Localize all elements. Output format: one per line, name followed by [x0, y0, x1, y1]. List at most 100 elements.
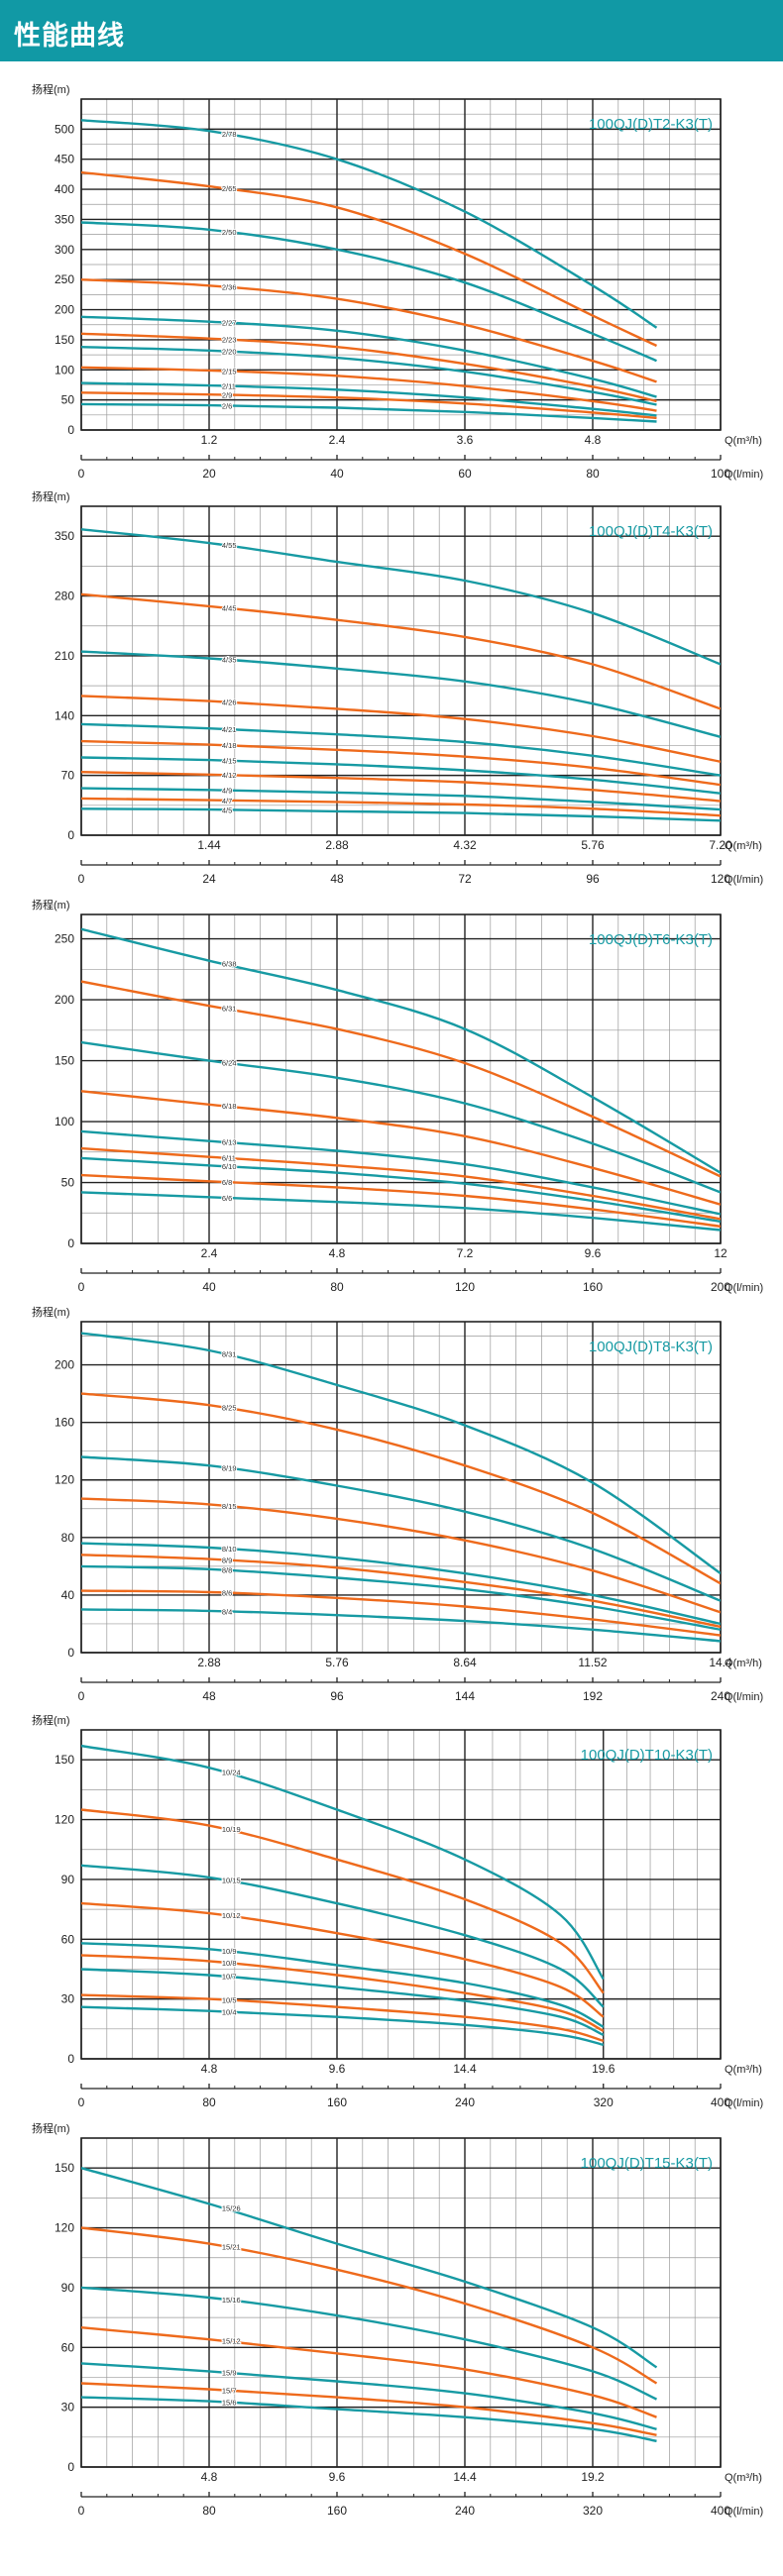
series-line-15-21 — [81, 2226, 658, 2385]
y-tick-label: 0 — [67, 828, 74, 842]
series-label: 2/20 — [222, 348, 237, 357]
series-label: 8/10 — [222, 1545, 237, 1554]
series-label: 4/5 — [222, 805, 232, 814]
series-label: 4/7 — [222, 797, 232, 805]
series-label: 6/38 — [222, 960, 237, 969]
series-line-4-15 — [81, 756, 721, 795]
series-line-2-50 — [81, 221, 657, 363]
chart-title: 100QJ(D)T4-K3(T) — [589, 523, 713, 540]
series-label: 10/8 — [222, 1959, 237, 1968]
x-tick-label-m3h: 4.8 — [201, 2470, 218, 2484]
x-tick-label-m3h: 5.76 — [581, 838, 605, 852]
x-axis-label-m3h: Q(m³/h) — [725, 2064, 762, 2076]
series-line-15-26 — [81, 2167, 658, 2369]
series-line-10-9 — [81, 1942, 605, 2028]
chart-4: 扬程(m) 0 40 80 120 160 200 2.88 5.76 8.64 11.52 14.4… — [32, 1305, 763, 1703]
series-line-4-18 — [81, 739, 721, 787]
series-label: 15/21 — [222, 2242, 241, 2251]
y-tick-label: 350 — [55, 529, 74, 543]
y-tick-label: 90 — [61, 2281, 75, 2295]
y-axis-label: 扬程(m) — [32, 489, 70, 503]
series-line-8-25 — [81, 1392, 721, 1585]
series-line-8-4 — [81, 1608, 721, 1643]
y-tick-label: 200 — [55, 993, 74, 1007]
series-line-2-23 — [81, 332, 657, 403]
y-axis-label: 扬程(m) — [32, 898, 70, 912]
series-label: 6/8 — [222, 1178, 232, 1187]
series-label: 8/19 — [222, 1463, 237, 1472]
x-tick-label-m3h: 14.4 — [709, 1656, 732, 1669]
x-tick-label-m3h: 9.6 — [585, 1246, 602, 1260]
y-tick-label: 250 — [55, 272, 74, 286]
series-line-8-31 — [81, 1332, 721, 1575]
y-tick-label: 0 — [67, 2460, 74, 2474]
y-axis-label: 扬程(m) — [32, 1713, 70, 1727]
x-tick-label-m3h: 4.8 — [585, 433, 602, 447]
series-line-2-6 — [81, 402, 657, 423]
series-label: 8/4 — [222, 1607, 232, 1616]
series-line-10-15 — [81, 1864, 605, 2008]
chart-title: 100QJ(D)T10-K3(T) — [581, 1747, 713, 1764]
y-tick-label: 0 — [67, 1646, 74, 1660]
series-label: 6/31 — [222, 1005, 237, 1014]
series-label: 10/19 — [222, 1825, 241, 1834]
series-label: 8/8 — [222, 1566, 232, 1575]
series-label: 6/18 — [222, 1102, 237, 1111]
series-label: 6/10 — [222, 1162, 237, 1171]
y-tick-label: 120 — [55, 1813, 74, 1827]
x-tick-label-lmin: 240 — [455, 2095, 475, 2109]
y-tick-label: 70 — [61, 769, 75, 783]
series-line-6-18 — [81, 1090, 721, 1206]
series-label: 2/9 — [222, 390, 232, 399]
x-tick-label-lmin: 80 — [330, 1280, 344, 1294]
series-label: 6/24 — [222, 1058, 237, 1067]
y-tick-label: 140 — [55, 708, 74, 722]
series-line-4-35 — [81, 650, 721, 738]
x-tick-label-lmin: 96 — [330, 1689, 344, 1703]
series-label: 10/4 — [222, 2007, 237, 2016]
series-label: 4/26 — [222, 698, 237, 706]
x-tick-label-lmin: 40 — [202, 1280, 216, 1294]
x-tick-label-lmin: 160 — [327, 2095, 347, 2109]
y-tick-label: 150 — [55, 2161, 74, 2175]
series-line-4-12 — [81, 771, 721, 803]
plot-frame — [80, 913, 722, 1244]
chart-2: 扬程(m) 0 70 140 210 280 350 1.44 2.88 4.32 5.76 7.20… — [32, 489, 763, 886]
plot-frame — [80, 98, 722, 431]
y-tick-label: 160 — [55, 1416, 74, 1430]
x-tick-label-lmin: 240 — [711, 1689, 730, 1703]
x-tick-label-m3h: 2.88 — [197, 1656, 221, 1669]
y-tick-label: 0 — [67, 423, 74, 437]
series-line-6-24 — [81, 1040, 721, 1194]
series-label: 2/50 — [222, 228, 237, 237]
x-tick-label-lmin: 80 — [586, 467, 600, 481]
series-line-8-15 — [81, 1497, 721, 1614]
x-tick-label-m3h: 14.4 — [453, 2470, 477, 2484]
y-axis-label: 扬程(m) — [32, 82, 70, 96]
series-label: 4/15 — [222, 757, 237, 766]
y-tick-label: 450 — [55, 153, 74, 166]
x-axis-label-lmin: Q(l/min) — [725, 874, 763, 886]
y-tick-label: 300 — [55, 243, 74, 257]
chart-5: 扬程(m) 0 30 60 90 120 150 4.8 9.6 14.4 19.6 Q(m³/h) 0… — [32, 1713, 763, 2109]
x-tick-label-m3h: 2.4 — [329, 433, 346, 447]
series-label: 2/27 — [222, 319, 237, 328]
x-tick-label-lmin: 320 — [594, 2095, 614, 2109]
y-tick-label: 200 — [55, 1358, 74, 1372]
plot-frame — [80, 1729, 722, 2060]
series-label: 10/24 — [222, 1768, 241, 1776]
x-tick-label-m3h: 14.4 — [453, 2062, 477, 2076]
series-line-8-10 — [81, 1542, 721, 1626]
series-label: 4/18 — [222, 741, 237, 750]
series-label: 8/6 — [222, 1589, 232, 1598]
series-line-2-11 — [81, 381, 657, 417]
series-label: 15/16 — [222, 2296, 241, 2305]
series-label: 10/15 — [222, 1877, 241, 1885]
x-tick-label-lmin: 60 — [458, 467, 472, 481]
chart-title: 100QJ(D)T8-K3(T) — [589, 1339, 713, 1355]
series-line-10-7 — [81, 1968, 605, 2037]
y-tick-label: 400 — [55, 182, 74, 196]
x-tick-label-lmin: 240 — [455, 2504, 475, 2518]
x-tick-label-m3h: 4.8 — [329, 1246, 346, 1260]
